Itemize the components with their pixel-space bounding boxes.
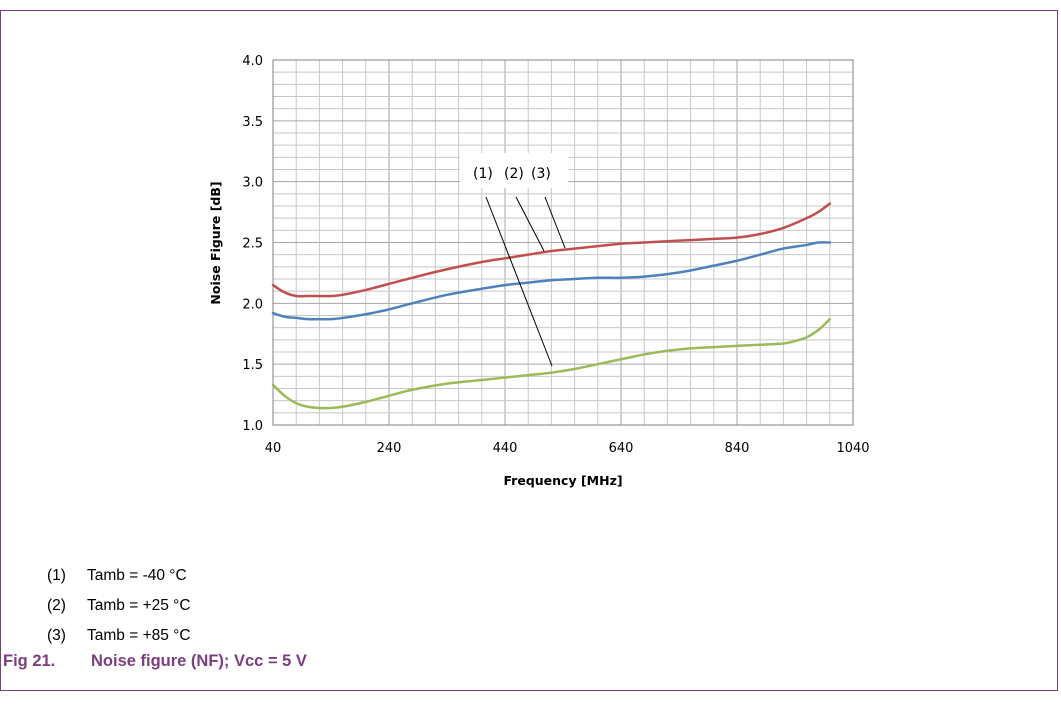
figure-number: Fig 21. xyxy=(3,652,56,670)
legend-item-number: (2) xyxy=(47,597,66,614)
y-tick-label: 4.0 xyxy=(242,54,263,69)
y-tick-label: 1.5 xyxy=(242,358,263,373)
callout: (1) (2) (3) xyxy=(460,153,568,367)
y-tick-label: 2.0 xyxy=(242,297,263,312)
figure-caption: Fig 21. Noise figure (NF); Vcc = 5 V xyxy=(3,652,307,671)
callout-box xyxy=(460,153,568,188)
legend-item-number: (3) xyxy=(47,627,66,644)
legend-item-text: Tamb = -40 °C xyxy=(87,567,187,584)
y-tick-label: 3.0 xyxy=(242,176,263,191)
y-axis-title: Noise Figure [dB] xyxy=(208,181,223,304)
legend-item-number: (1) xyxy=(47,567,66,584)
callout-label-1: (1) xyxy=(473,166,493,182)
series-line-2 xyxy=(271,241,832,321)
legend-item: (2) Tamb = +25 °C xyxy=(47,591,191,621)
legend-item: (3) Tamb = +85 °C xyxy=(47,621,191,651)
series-line-3 xyxy=(271,202,832,298)
callout-label-3: (3) xyxy=(531,166,551,182)
figure-frame xyxy=(0,10,1058,691)
x-axis-title: Frequency [MHz] xyxy=(503,473,622,488)
callout-label-2: (2) xyxy=(504,166,524,182)
series-layer xyxy=(271,202,832,410)
grid xyxy=(272,59,854,426)
leader-line-2 xyxy=(515,196,545,252)
noise-figure-chart: 40 240 440 640 840 10401.01.52.02.53.03.54.0 … xyxy=(208,54,870,488)
legend-item-text: Tamb = +85 °C xyxy=(87,627,191,644)
series-legend: (1) Tamb = -40 °C (2) Tamb = +25 °C (3) Tam… xyxy=(47,561,191,651)
leader-line-3 xyxy=(544,196,566,249)
y-tick-label: 3.5 xyxy=(242,115,263,130)
figure-caption-text: Noise figure (NF); Vcc = 5 V xyxy=(91,652,307,670)
series-line-1 xyxy=(271,317,832,410)
x-tick-label: 240 xyxy=(377,441,402,456)
x-tick-label: 640 xyxy=(609,441,634,456)
y-tick-label: 2.5 xyxy=(242,237,263,252)
tick-labels: 40 240 440 640 840 1040 1.0 1.5 2.0 2.5 3.0 3.5 4.0 xyxy=(242,54,869,456)
x-tick-label: 840 xyxy=(725,441,750,456)
plot-area-border xyxy=(272,59,854,426)
leader-line-1 xyxy=(485,196,553,367)
x-tick-label: 440 xyxy=(493,441,518,456)
y-tick-label: 1.0 xyxy=(242,419,263,434)
legend-item: (1) Tamb = -40 °C xyxy=(47,561,191,591)
legend-item-text: Tamb = +25 °C xyxy=(87,597,191,614)
x-tick-label: 40 xyxy=(265,441,282,456)
x-tick-label: 1040 xyxy=(836,441,869,456)
